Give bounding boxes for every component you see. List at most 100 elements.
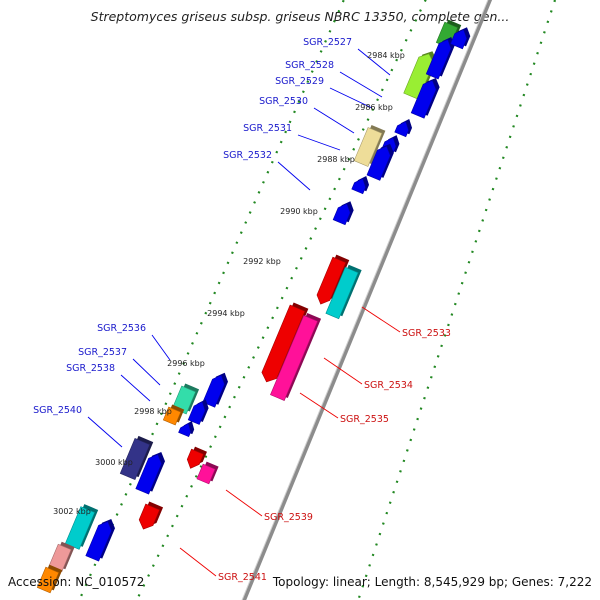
gene-2539a [186, 446, 207, 469]
gene-2536b [202, 372, 228, 408]
label-sgr_2534: SGR_2534 [364, 380, 413, 391]
gene-2538-body [178, 423, 192, 438]
tick-label-4: 2992 kbp [243, 257, 281, 266]
tick-label-3: 2990 kbp [280, 207, 318, 216]
label-sgr_2531: SGR_2531 [243, 123, 292, 134]
leader-sgr_2541 [179, 547, 217, 577]
gene-2540a-body [119, 437, 151, 481]
gene-2539a-body [186, 448, 204, 469]
gene-2540b [135, 452, 165, 495]
gene-2530-body [394, 121, 409, 138]
gene-2531a-body [353, 127, 383, 167]
leader-sgr_2538 [120, 374, 151, 402]
label-sgr_2541: SGR_2541 [218, 572, 267, 583]
gene-2532-body [366, 145, 391, 181]
gene-2536b-body [202, 374, 225, 408]
gene-2539b [196, 461, 219, 485]
leader-sgr_2531 [297, 134, 341, 151]
gene-3002d-body [36, 566, 60, 594]
genome-backbone [241, 0, 493, 600]
tick-label-9: 3002 kbp [53, 507, 91, 516]
gene-2537b-body [187, 401, 206, 425]
label-sgr_2537: SGR_2537 [78, 347, 127, 358]
leader-sgr_2532 [277, 161, 311, 191]
gene-2540a [119, 435, 154, 481]
gene-2528-body [425, 39, 452, 80]
gene-2537 [162, 404, 185, 426]
gene-2532 [366, 143, 394, 181]
gene-2527a-body [403, 53, 434, 100]
tick-label-1: 2986 kbp [355, 103, 393, 112]
gene-3002a [64, 504, 99, 550]
gene-2535 [270, 312, 322, 401]
accession-text: Accession: NC_010572 [8, 575, 145, 589]
gene-2534 [261, 302, 309, 383]
label-sgr_2533: SGR_2533 [402, 328, 451, 339]
gene-2532c-body [332, 203, 351, 226]
tick-label-0: 2984 kbp [367, 51, 405, 60]
label-sgr_2527: SGR_2527 [303, 37, 352, 48]
gene-2528b-body [450, 29, 468, 50]
gene-2534-body [261, 304, 306, 383]
leader-sgr_2536 [151, 334, 171, 361]
gene-2535-body [270, 315, 318, 401]
tick-label-8: 3000 kbp [95, 458, 133, 467]
leader-sgr_2527 [357, 48, 391, 76]
gene-2533b-body [325, 266, 359, 320]
gene-2541-body [138, 503, 160, 530]
leader-sgr_2529 [329, 87, 373, 109]
leader-sgr_2530 [313, 107, 355, 134]
backbone-highlight [241, 0, 489, 600]
tick-labels: 2984 kbp 2986 kbp 2988 kbp 2990 kbp 2992 kbp… [53, 51, 405, 516]
gene-3002a-body [64, 506, 96, 550]
genome-summary: Topology: linear; Length: 8,545,929 bp; … [272, 575, 592, 589]
label-sgr_2532: SGR_2532 [223, 150, 272, 161]
leader-sgr_2539 [225, 489, 263, 517]
label-sgr_2536: SGR_2536 [97, 323, 146, 334]
gene-2527a [403, 51, 438, 100]
gene-3002b [85, 519, 115, 562]
tick-label-7: 2998 kbp [134, 407, 172, 416]
dot-line-0 [78, 0, 345, 600]
label-sgr_2539: SGR_2539 [264, 512, 313, 523]
gene-2539b-body [196, 463, 216, 485]
genome-title: Streptomyces griseus subsp. griseus NBRC… [90, 9, 510, 24]
gene-2529 [410, 77, 440, 119]
leader-lines [87, 48, 401, 577]
gene-labels: SGR_2527 SGR_2528 SGR_2529 SGR_2530 SGR_2531… [33, 37, 451, 583]
gene-2533b [325, 264, 362, 320]
leader-sgr_2534 [323, 357, 363, 385]
gene-3002b-body [85, 521, 112, 562]
leader-sgr_2540 [87, 416, 123, 448]
gene-blocks [36, 19, 471, 594]
gene-2531a [353, 125, 386, 167]
gene-2541 [138, 501, 164, 530]
label-sgr_2540: SGR_2540 [33, 405, 82, 416]
label-sgr_2530: SGR_2530 [259, 96, 308, 107]
label-sgr_2535: SGR_2535 [340, 414, 389, 425]
label-sgr_2528: SGR_2528 [285, 60, 334, 71]
gene-3002d [36, 564, 63, 594]
gene-2533a [316, 254, 350, 305]
gene-2532c [332, 201, 354, 226]
leader-sgr_2535 [299, 392, 339, 419]
gene-2528 [425, 37, 455, 80]
tick-label-6: 2996 kbp [167, 359, 205, 368]
leader-sgr_2528 [339, 71, 383, 98]
gene-2537b [187, 399, 209, 425]
tick-dot-lines [78, 0, 557, 600]
gene-2536 [172, 383, 200, 415]
gene-2529-body [410, 80, 437, 119]
gene-2532b [351, 176, 370, 195]
label-sgr_2529: SGR_2529 [275, 76, 324, 87]
dot-line-2 [135, 0, 427, 600]
gene-2533a-body [316, 256, 347, 305]
label-sgr_2538: SGR_2538 [66, 363, 115, 374]
tick-label-5: 2994 kbp [207, 309, 245, 318]
gene-2530 [394, 119, 413, 138]
leader-sgr_2537 [132, 358, 161, 386]
dot-line-1 [357, 0, 557, 600]
leader-sgr_2533 [361, 306, 401, 333]
tick-label-2: 2988 kbp [317, 155, 355, 164]
